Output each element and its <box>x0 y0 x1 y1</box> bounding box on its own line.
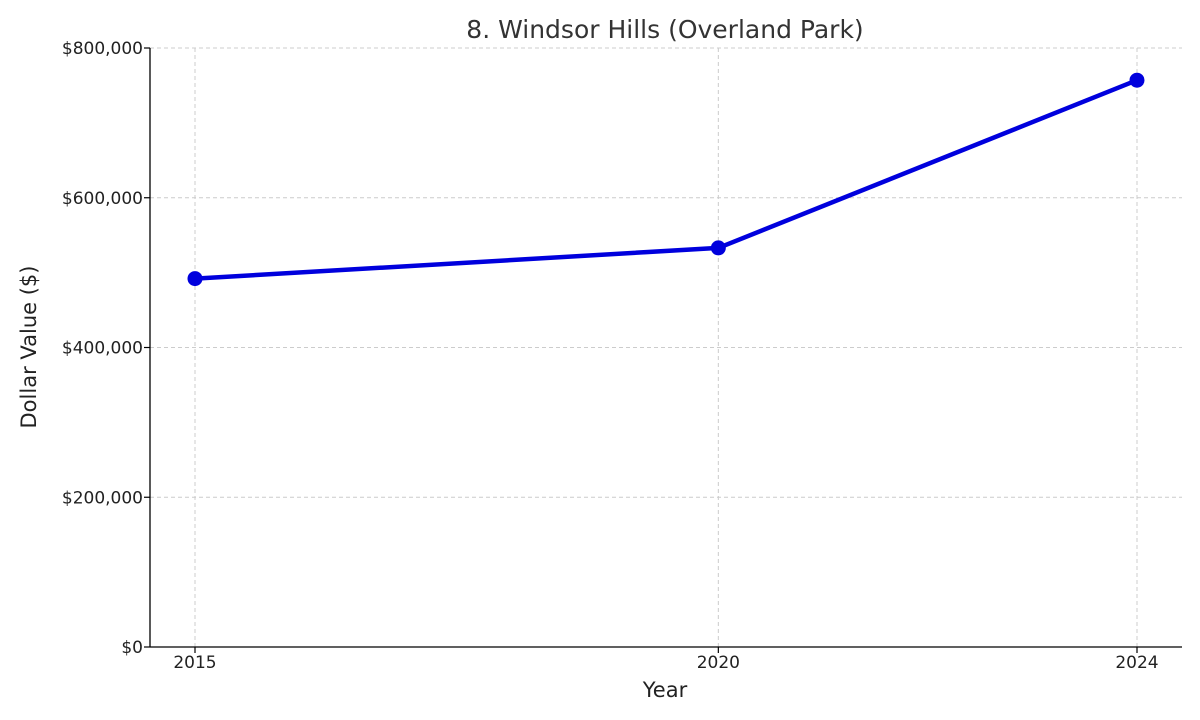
y-tick-label: $0 <box>121 638 143 658</box>
x-tick-label: 2020 <box>697 653 740 673</box>
y-axis-label: Dollar Value ($) <box>17 266 41 429</box>
gridlines <box>150 47 1182 647</box>
y-tick-label: $600,000 <box>62 189 143 209</box>
x-tick-label: 2024 <box>1115 653 1158 673</box>
chart-title: 8. Windsor Hills (Overland Park) <box>466 15 863 44</box>
data-point <box>710 240 726 256</box>
tick-labels: $0 $200,000 $400,000 $600,000 $800,000 2015 20… <box>62 39 1159 673</box>
y-tick-label: $400,000 <box>62 339 143 359</box>
series-line <box>192 77 1140 281</box>
data-point <box>187 271 203 287</box>
x-axis-label: Year <box>642 678 688 702</box>
data-point <box>1129 72 1145 88</box>
x-tick-label: 2015 <box>173 653 216 673</box>
y-tick-label: $200,000 <box>62 488 143 508</box>
y-tick-label: $800,000 <box>62 39 143 59</box>
axes <box>144 47 1182 653</box>
series-layer <box>187 72 1145 287</box>
